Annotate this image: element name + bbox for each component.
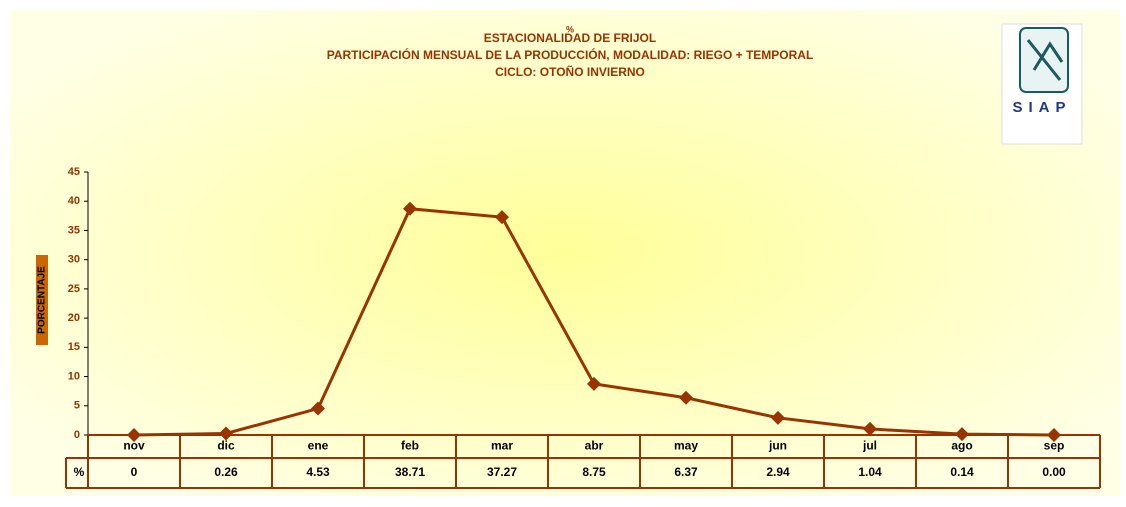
x-tick-label: nov bbox=[123, 439, 145, 453]
chart-title: ESTACIONALIDAD DE FRIJOL bbox=[484, 31, 656, 45]
background bbox=[10, 10, 1120, 496]
data-label: 8.75 bbox=[582, 465, 606, 479]
data-label: 4.53 bbox=[306, 465, 330, 479]
x-tick-label: sep bbox=[1044, 439, 1065, 453]
data-label: 38.71 bbox=[395, 465, 425, 479]
data-label: 0.26 bbox=[214, 465, 238, 479]
y-tick-label: 35 bbox=[68, 224, 80, 236]
marker bbox=[403, 201, 417, 216]
x-tick-label: ene bbox=[308, 439, 329, 453]
y-tick-label: 40 bbox=[68, 195, 80, 207]
marker bbox=[679, 390, 693, 405]
x-tick-label: feb bbox=[401, 439, 419, 453]
marker bbox=[955, 427, 969, 442]
data-label: 37.27 bbox=[487, 465, 517, 479]
table-row-label: % bbox=[74, 465, 85, 479]
x-tick-label: mar bbox=[491, 439, 513, 453]
y-tick-label: 15 bbox=[68, 341, 80, 353]
marker bbox=[127, 428, 141, 442]
data-label: 0.14 bbox=[950, 465, 974, 479]
x-tick-label: jul bbox=[862, 439, 877, 453]
x-tick-label: dic bbox=[217, 439, 235, 453]
y-tick-label: 5 bbox=[74, 400, 80, 412]
y-axis-label: PORCENTAJE bbox=[37, 266, 48, 334]
x-tick-label: ago bbox=[951, 439, 972, 453]
y-tick-label: 45 bbox=[68, 166, 80, 178]
data-label: 0 bbox=[131, 465, 138, 479]
marker bbox=[1047, 428, 1061, 442]
marker bbox=[863, 421, 877, 436]
y-tick-label: 25 bbox=[68, 283, 80, 295]
y-tick-label: 10 bbox=[68, 370, 80, 382]
data-label: 1.04 bbox=[858, 465, 882, 479]
x-tick-label: abr bbox=[585, 439, 604, 453]
y-tick-label: 0 bbox=[74, 429, 80, 441]
x-tick-label: may bbox=[674, 439, 698, 453]
data-label: 0.00 bbox=[1042, 465, 1066, 479]
chart-subtitle: CICLO: OTOÑO INVIERNO bbox=[495, 64, 645, 79]
marker bbox=[311, 401, 325, 416]
y-tick-label: 20 bbox=[68, 312, 80, 324]
marker bbox=[771, 410, 785, 425]
logo-glyph bbox=[1026, 39, 1064, 81]
x-tick-label: jun bbox=[768, 439, 787, 453]
annotation: % bbox=[566, 24, 574, 34]
marker bbox=[587, 376, 601, 391]
logo-text: SIAP bbox=[1012, 99, 1071, 116]
marker bbox=[219, 426, 233, 441]
marker bbox=[495, 210, 509, 225]
y-tick-label: 30 bbox=[68, 254, 80, 266]
data-label: 6.37 bbox=[674, 465, 698, 479]
logo: SIAP bbox=[1001, 23, 1083, 145]
y-label-bg bbox=[36, 255, 48, 345]
data-label: 2.94 bbox=[766, 465, 790, 479]
chart-subtitle: PARTICIPACIÓN MENSUAL DE LA PRODUCCIÓN, … bbox=[327, 47, 814, 62]
